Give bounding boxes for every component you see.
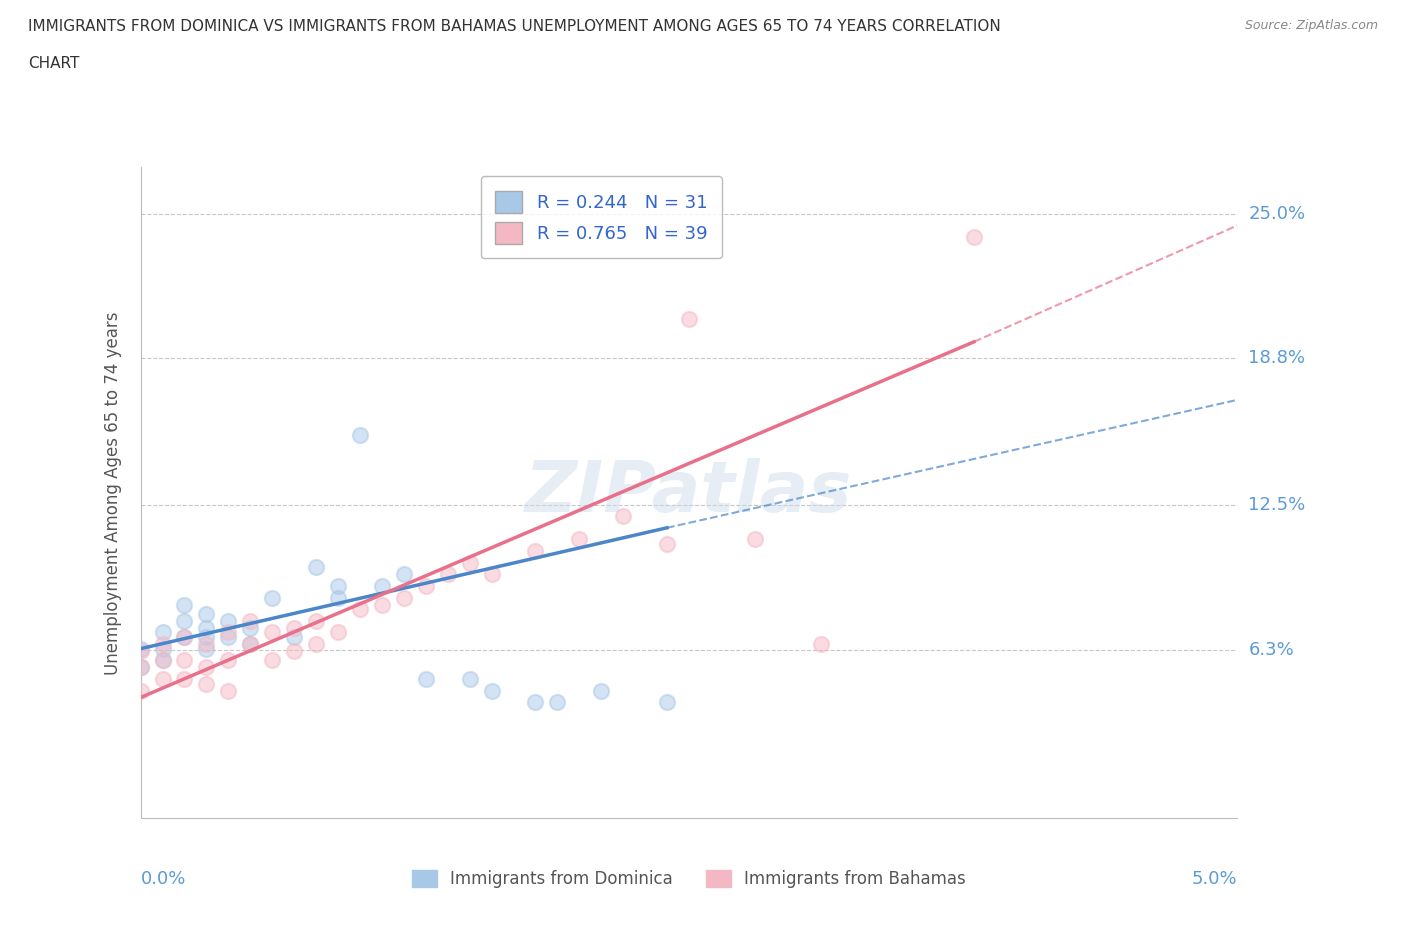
Point — [283, 644, 305, 658]
Point — [678, 312, 700, 326]
Point — [744, 532, 766, 547]
Point — [305, 560, 328, 575]
Point — [173, 671, 195, 686]
Point — [217, 630, 239, 644]
Point — [217, 614, 239, 629]
Legend: Immigrants from Dominica, Immigrants from Bahamas: Immigrants from Dominica, Immigrants fro… — [405, 863, 973, 895]
Point — [326, 578, 349, 593]
Text: 12.5%: 12.5% — [1249, 496, 1306, 513]
Point — [524, 695, 547, 710]
Point — [458, 555, 481, 570]
Point — [173, 597, 195, 612]
Point — [195, 642, 218, 657]
Point — [262, 625, 284, 640]
Point — [152, 653, 174, 668]
Point — [239, 620, 262, 635]
Point — [195, 606, 218, 621]
Point — [305, 614, 328, 629]
Point — [195, 676, 218, 691]
Point — [195, 620, 218, 635]
Point — [612, 509, 634, 524]
Y-axis label: Unemployment Among Ages 65 to 74 years: Unemployment Among Ages 65 to 74 years — [104, 312, 122, 674]
Point — [173, 653, 195, 668]
Text: 18.8%: 18.8% — [1249, 349, 1305, 367]
Point — [152, 653, 174, 668]
Point — [262, 591, 284, 605]
Point — [239, 637, 262, 652]
Point — [436, 567, 458, 582]
Point — [349, 428, 371, 443]
Point — [810, 637, 832, 652]
Point — [129, 644, 152, 658]
Point — [283, 620, 305, 635]
Point — [152, 671, 174, 686]
Point — [239, 614, 262, 629]
Point — [195, 637, 218, 652]
Point — [152, 642, 174, 657]
Point — [591, 683, 613, 698]
Point — [458, 671, 481, 686]
Point — [481, 683, 503, 698]
Point — [326, 591, 349, 605]
Text: 0.0%: 0.0% — [141, 870, 186, 888]
Point — [568, 532, 591, 547]
Point — [524, 543, 547, 558]
Text: 5.0%: 5.0% — [1192, 870, 1237, 888]
Point — [217, 683, 239, 698]
Point — [129, 660, 152, 675]
Text: ZIPatlas: ZIPatlas — [526, 458, 852, 527]
Point — [655, 695, 678, 710]
Point — [262, 653, 284, 668]
Text: IMMIGRANTS FROM DOMINICA VS IMMIGRANTS FROM BAHAMAS UNEMPLOYMENT AMONG AGES 65 T: IMMIGRANTS FROM DOMINICA VS IMMIGRANTS F… — [28, 19, 1001, 33]
Point — [326, 625, 349, 640]
Text: Source: ZipAtlas.com: Source: ZipAtlas.com — [1244, 19, 1378, 32]
Point — [217, 625, 239, 640]
Point — [349, 602, 371, 617]
Point — [129, 660, 152, 675]
Point — [129, 683, 152, 698]
Point — [239, 637, 262, 652]
Point — [655, 537, 678, 551]
Point — [371, 578, 394, 593]
Point — [173, 630, 195, 644]
Point — [173, 614, 195, 629]
Point — [173, 630, 195, 644]
Point — [963, 230, 986, 245]
Text: 25.0%: 25.0% — [1249, 205, 1306, 223]
Point — [392, 567, 415, 582]
Point — [129, 642, 152, 657]
Point — [481, 567, 503, 582]
Point — [546, 695, 568, 710]
Point — [283, 630, 305, 644]
Point — [415, 578, 437, 593]
Point — [152, 637, 174, 652]
Point — [392, 591, 415, 605]
Point — [305, 637, 328, 652]
Text: 6.3%: 6.3% — [1249, 641, 1294, 658]
Point — [415, 671, 437, 686]
Text: CHART: CHART — [28, 56, 80, 71]
Point — [371, 597, 394, 612]
Point — [195, 630, 218, 644]
Point — [152, 625, 174, 640]
Point — [217, 653, 239, 668]
Point — [195, 660, 218, 675]
